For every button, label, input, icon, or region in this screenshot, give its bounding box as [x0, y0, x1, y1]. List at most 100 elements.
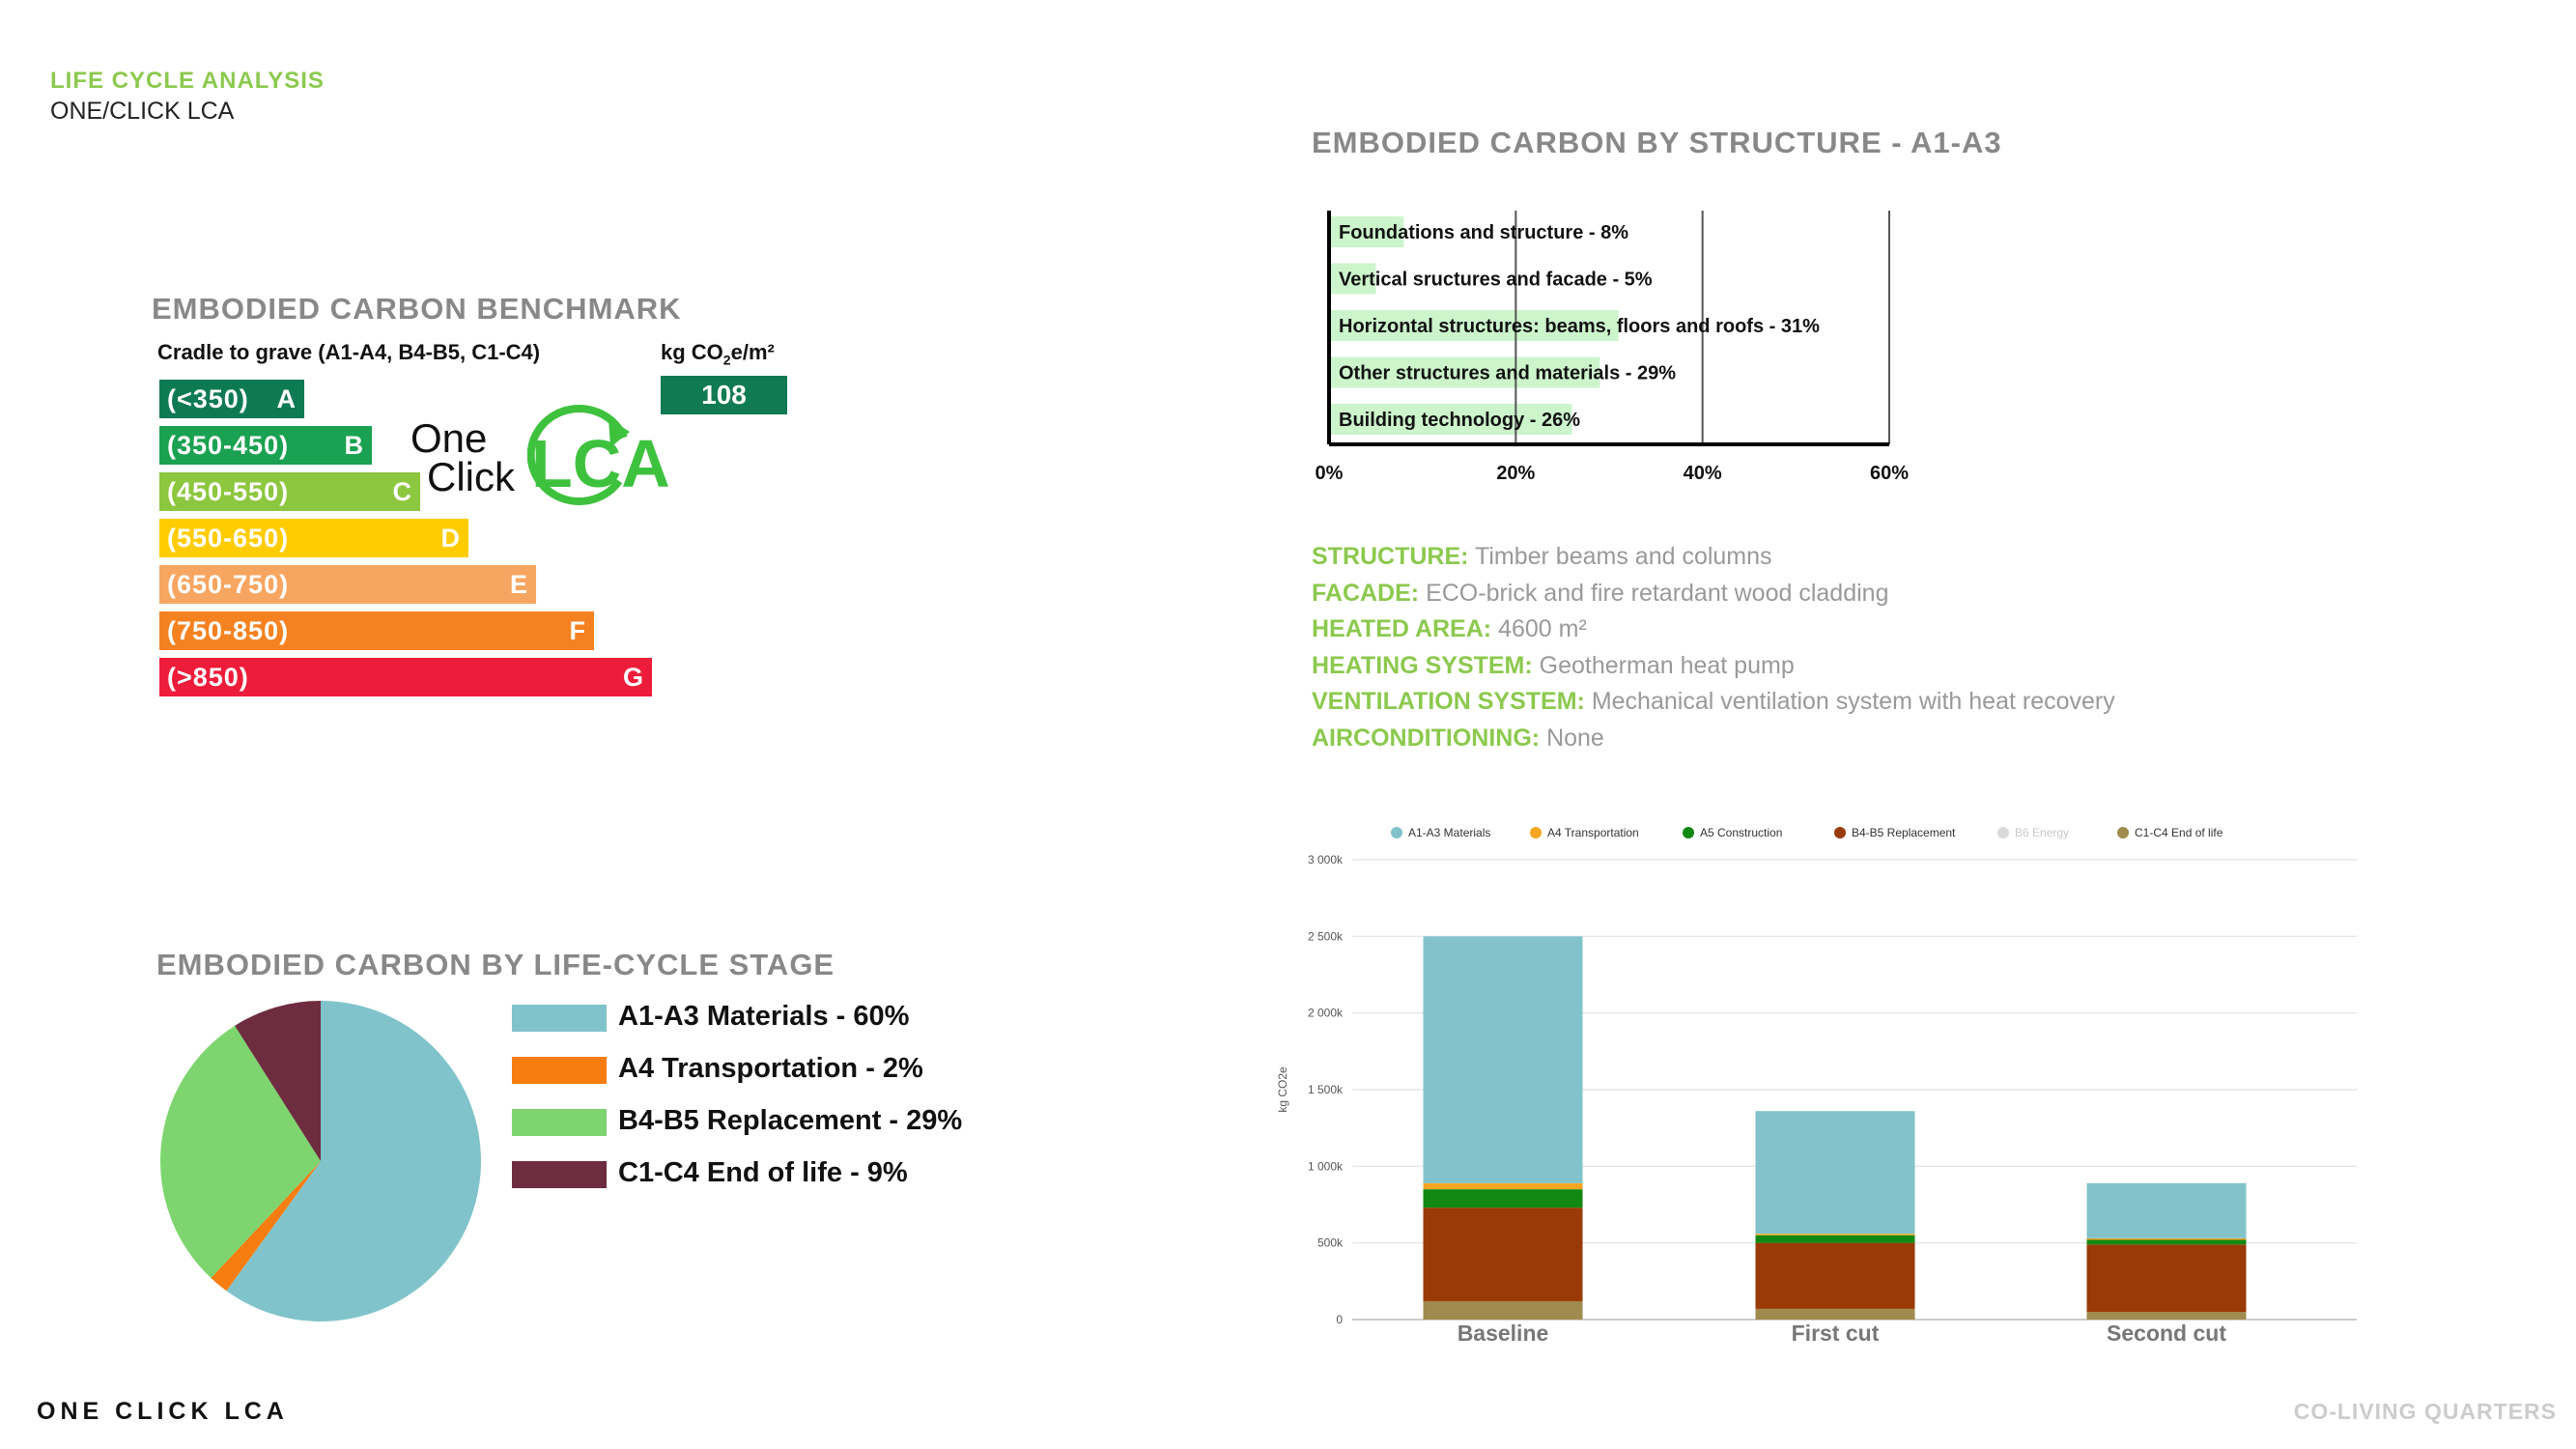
footer-project-name: CO-LIVING QUARTERS — [2293, 1399, 2557, 1424]
rating-bar-g: (>850) G — [159, 658, 652, 696]
x-category-label: Second cut — [2107, 1321, 2226, 1346]
stacked-bar-segment — [1423, 1182, 1583, 1190]
y-tick-label: 2 000k — [1308, 1007, 1344, 1020]
legend-label: A4 Transportation - 2% — [618, 1053, 923, 1084]
legend-swatch — [512, 1109, 607, 1136]
rating-range: (350-450) — [167, 430, 290, 460]
info-value: Timber beams and columns — [1475, 543, 1772, 570]
structure-bar-chart: Foundations and structure - 8% Vertical s… — [1316, 211, 1909, 484]
rating-grade: F — [569, 615, 586, 645]
x-category-label: First cut — [1792, 1321, 1880, 1346]
info-value: ECO-brick and fire retardant wood claddi… — [1426, 579, 1889, 607]
benchmark-unit-label: kg CO2e/m² — [661, 340, 775, 368]
y-axis-label: kg CO2e — [1276, 1066, 1289, 1113]
y-tick-label: 500k — [1317, 1236, 1344, 1250]
benchmark-value: 108 — [661, 376, 787, 414]
legend-marker[interactable] — [1997, 827, 2009, 838]
pie-slice — [235, 1001, 321, 1161]
info-line: AIRCONDITIONING: None — [1312, 724, 2115, 761]
info-value: None — [1546, 724, 1604, 752]
stacked-bar-segment — [1423, 1208, 1583, 1301]
structure-bar — [1329, 263, 1376, 295]
stacked-bar-segment — [1423, 1189, 1583, 1208]
legend-label: A1-A3 Materials - 60% — [618, 1001, 910, 1032]
structure-bar — [1329, 356, 1600, 388]
info-line: STRUCTURE: Timber beams and columns — [1312, 543, 2115, 580]
info-value: Mechanical ventilation system with heat … — [1591, 688, 2115, 715]
info-value: Geotherman heat pump — [1539, 651, 1795, 679]
rating-range: (450-550) — [167, 476, 290, 506]
stacked-bar-segment — [1423, 1300, 1583, 1320]
structure-bar — [1329, 310, 1619, 341]
legend-label[interactable]: B6 Energy — [2015, 826, 2069, 839]
rating-grade: A — [276, 384, 297, 413]
y-tick-label: 1 000k — [1308, 1159, 1344, 1173]
info-key: STRUCTURE: — [1312, 543, 1469, 570]
legend-label: C1-C4 End of life - 9% — [618, 1157, 908, 1188]
y-tick-label: 0 — [1336, 1313, 1343, 1326]
legend-swatch — [512, 1057, 607, 1084]
structure-bar-label: Building technology - 26% — [1339, 410, 1580, 431]
stacked-bar-segment — [2086, 1182, 2247, 1238]
legend-marker[interactable] — [2117, 827, 2129, 838]
rating-grade: D — [440, 523, 461, 553]
lifecycle-pie-chart — [160, 1001, 481, 1321]
x-tick-label: 60% — [1870, 463, 1909, 484]
rating-bar-c: (450-550) C — [159, 472, 420, 511]
info-line: HEATING SYSTEM: Geotherman heat pump — [1312, 652, 2115, 689]
logo-word-click: Click — [427, 454, 515, 499]
lca-recycle-icon — [527, 405, 630, 505]
rating-range: (750-850) — [167, 615, 290, 645]
legend-label: B4-B5 Replacement - 29% — [618, 1105, 963, 1136]
page-section-title: LIFE CYCLE ANALYSIS — [50, 68, 325, 94]
legend-swatch — [512, 1161, 607, 1188]
lifecycle-chart-title: EMBODIED CARBON BY LIFE-CYCLE STAGE — [156, 948, 835, 981]
x-tick-label: 40% — [1684, 463, 1722, 484]
rating-bar-b: (350-450) B — [159, 426, 372, 465]
structure-bar-label: Foundations and structure - 8% — [1339, 222, 1628, 243]
legend-marker[interactable] — [1391, 827, 1402, 838]
x-category-label: Baseline — [1458, 1321, 1549, 1346]
info-line: HEATED AREA: 4600 m² — [1312, 615, 2115, 652]
structure-bar — [1329, 404, 1572, 435]
rating-bar-d: (550-650) D — [159, 519, 468, 557]
pie-slice — [211, 1161, 321, 1292]
rating-grade: B — [344, 430, 364, 460]
structure-bar-label: Horizontal structures: beams, floors and… — [1339, 316, 1820, 337]
legend-label[interactable]: A5 Construction — [1700, 826, 1782, 839]
logo-word-lca: LCA — [531, 426, 670, 501]
pie-slice — [160, 1025, 321, 1279]
info-key: HEATING SYSTEM: — [1312, 651, 1533, 679]
legend-label[interactable]: C1-C4 End of life — [2135, 826, 2223, 839]
x-tick-label: 0% — [1316, 463, 1344, 484]
rating-range: (650-750) — [167, 569, 290, 599]
stacked-bar-segment — [2086, 1239, 2247, 1245]
rating-grade: G — [622, 662, 644, 692]
logo-word-one: One — [410, 415, 488, 461]
stacked-bar-segment — [2086, 1244, 2247, 1313]
y-tick-label: 3 000k — [1308, 853, 1344, 867]
legend-label[interactable]: A1-A3 Materials — [1408, 826, 1490, 839]
info-key: VENTILATION SYSTEM: — [1312, 688, 1585, 715]
footer-brand: ONE CLICK LCA — [37, 1398, 289, 1425]
rating-grade: E — [509, 569, 528, 599]
stacked-bar-segment — [1755, 1242, 1915, 1309]
legend-marker[interactable] — [1683, 827, 1694, 838]
stacked-bar-segment — [2086, 1312, 2247, 1320]
legend-label[interactable]: A4 Transportation — [1547, 826, 1639, 839]
benchmark-title: EMBODIED CARBON BENCHMARK — [152, 292, 682, 326]
legend-marker[interactable] — [1834, 827, 1846, 838]
info-value: 4600 m² — [1498, 615, 1587, 642]
legend-label[interactable]: B4-B5 Replacement — [1852, 826, 1956, 839]
pie-slice — [226, 1001, 481, 1321]
structure-bar-label: Vertical sructures and facade - 5% — [1339, 270, 1653, 291]
x-tick-label: 20% — [1496, 463, 1535, 484]
info-key: FACADE: — [1312, 579, 1420, 607]
stacked-bar-chart: 0 500k 1 000k 1 500k 2 000k 2 500k 3 000k kg CO… — [1276, 826, 2357, 1346]
rating-grade: C — [392, 476, 412, 506]
stacked-bar-segment — [1755, 1308, 1915, 1320]
rating-bar-a: (<350) A — [159, 380, 304, 418]
page-subtitle: ONE/CLICK LCA — [50, 98, 235, 125]
legend-marker[interactable] — [1530, 827, 1542, 838]
stacked-bar-segment — [2086, 1237, 2247, 1240]
